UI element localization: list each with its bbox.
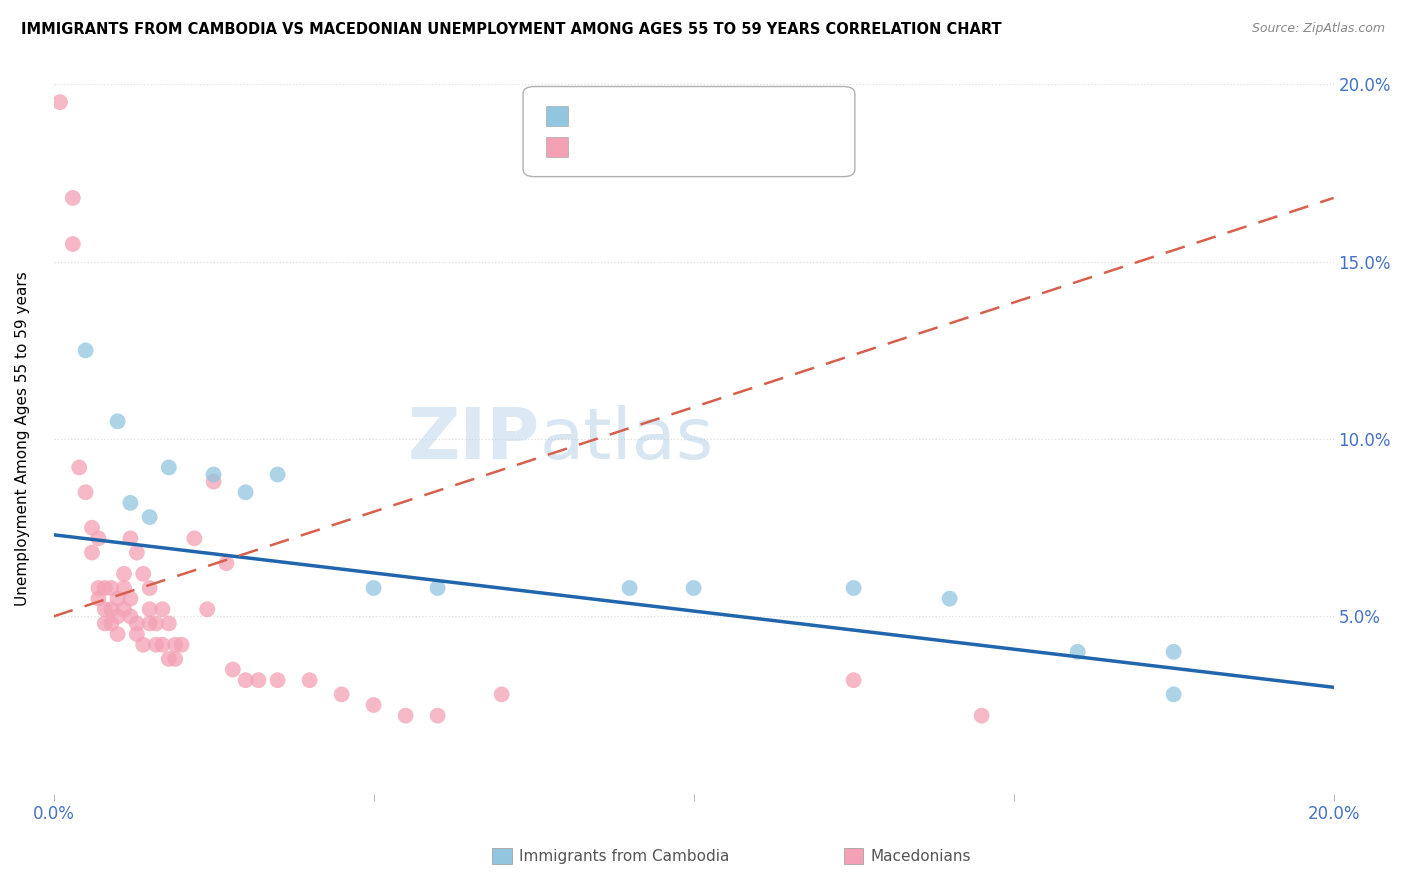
Point [215, 556, 238, 570]
Point [112, 566, 135, 581]
Point [842, 673, 865, 688]
Point [842, 581, 865, 595]
Point [87, 591, 110, 606]
Point [266, 467, 288, 482]
Text: R =  0.184   N =  58: R = 0.184 N = 58 [576, 140, 742, 154]
Text: IMMIGRANTS FROM CAMBODIA VS MACEDONIAN UNEMPLOYMENT AMONG AGES 55 TO 59 YEARS CO: IMMIGRANTS FROM CAMBODIA VS MACEDONIAN U… [21, 22, 1001, 37]
Point [100, 581, 122, 595]
Point [235, 485, 257, 500]
Point [94, 581, 117, 595]
Point [107, 627, 129, 641]
Text: Macedonians: Macedonians [870, 849, 970, 863]
Point [202, 467, 225, 482]
Text: Source: ZipAtlas.com: Source: ZipAtlas.com [1251, 22, 1385, 36]
Point [138, 510, 160, 524]
Point [62, 191, 84, 205]
Point [426, 708, 449, 723]
Point [298, 673, 321, 688]
Point [195, 602, 218, 616]
Point [682, 581, 704, 595]
Point [363, 698, 385, 712]
Point [87, 532, 110, 546]
Point [100, 616, 122, 631]
Point [1163, 687, 1185, 701]
Point [426, 581, 449, 595]
Point [183, 532, 205, 546]
Point [970, 708, 993, 723]
Point [202, 475, 225, 489]
Text: R = -0.277   N =  17: R = -0.277 N = 17 [576, 109, 744, 123]
Point [62, 237, 84, 252]
Point [138, 602, 160, 616]
Point [94, 602, 117, 616]
Point [157, 652, 180, 666]
Point [75, 485, 97, 500]
Point [132, 638, 155, 652]
Point [138, 616, 160, 631]
Point [491, 687, 513, 701]
Point [80, 521, 103, 535]
Point [363, 581, 385, 595]
Point [112, 602, 135, 616]
Point [152, 602, 174, 616]
Point [165, 638, 187, 652]
Text: ZIP: ZIP [408, 405, 540, 474]
Point [112, 581, 135, 595]
Point [145, 616, 167, 631]
Point [120, 609, 142, 624]
Point [165, 652, 187, 666]
Point [75, 343, 97, 358]
Point [170, 638, 193, 652]
Point [80, 545, 103, 559]
Point [120, 591, 142, 606]
Point [1066, 645, 1088, 659]
Point [120, 496, 142, 510]
Text: atlas: atlas [540, 405, 714, 474]
Text: Immigrants from Cambodia: Immigrants from Cambodia [519, 849, 730, 863]
Point [330, 687, 353, 701]
Point [132, 566, 155, 581]
Point [145, 638, 167, 652]
Point [266, 673, 288, 688]
Point [125, 627, 148, 641]
Point [394, 708, 416, 723]
Point [107, 414, 129, 428]
Point [157, 460, 180, 475]
Y-axis label: Unemployment Among Ages 55 to 59 years: Unemployment Among Ages 55 to 59 years [15, 272, 30, 607]
Point [1163, 645, 1185, 659]
Point [125, 616, 148, 631]
Point [94, 616, 117, 631]
Point [222, 663, 245, 677]
Point [619, 581, 641, 595]
Point [49, 95, 72, 110]
Point [247, 673, 270, 688]
Point [235, 673, 257, 688]
Point [157, 616, 180, 631]
Point [125, 545, 148, 559]
Point [87, 581, 110, 595]
Point [100, 602, 122, 616]
Point [107, 591, 129, 606]
Point [138, 581, 160, 595]
Point [107, 609, 129, 624]
Point [938, 591, 960, 606]
Point [120, 532, 142, 546]
Point [67, 460, 90, 475]
Point [152, 638, 174, 652]
